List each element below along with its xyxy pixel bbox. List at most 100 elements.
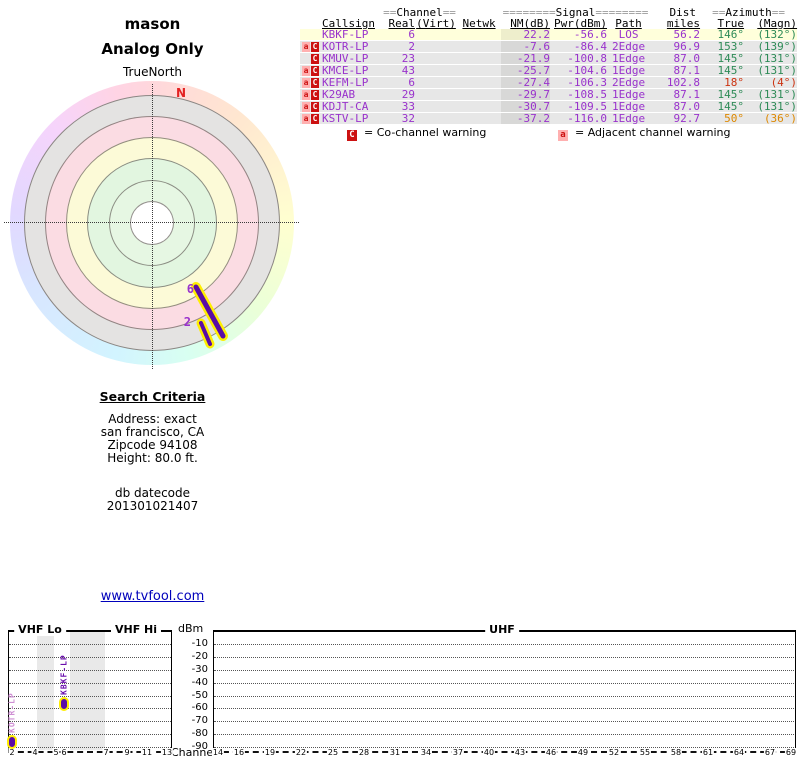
- gridline-uhf--60: [214, 708, 794, 710]
- table-row-kotr-lp: a C KOTR-LP 2 -7.6 -86.4 2Edge 96.9 153° (139°): [300, 40, 798, 53]
- channel-tick-14: 14: [211, 748, 225, 757]
- gridline-uhf--10: [214, 644, 794, 645]
- channel-tick-49: 49: [576, 748, 590, 757]
- table-row-kmce-lp: a C KMCE-LP 43 -25.7 -104.6 1Edge 87.1 145° (131°…: [300, 64, 798, 77]
- criteria-address: Address: exact: [108, 412, 197, 426]
- radar-crosshair-horizontal: [4, 222, 299, 223]
- cell-path: 1Edge: [607, 64, 651, 77]
- channel-tick-9: 9: [123, 748, 131, 757]
- col-magn: (Magn): [757, 17, 798, 30]
- cell-callsign: K29AB: [322, 88, 382, 101]
- adjacent-channel-badge-icon: a: [302, 113, 310, 124]
- cell-nm-db: -30.7: [501, 100, 551, 113]
- cell-dist-miles: 56.2: [673, 28, 701, 41]
- cell-callsign: KOTR-LP: [322, 40, 382, 53]
- signal-bar-label-kbkf-lp: KBKF-LP: [59, 654, 69, 695]
- y-tick-label: -10: [191, 638, 208, 649]
- channel-tick-34: 34: [419, 748, 433, 757]
- channel-tick-5: 5: [52, 748, 60, 757]
- criteria-height: Height: 80.0 ft.: [107, 451, 198, 465]
- gridline-vhf--40: [9, 682, 171, 684]
- table-column-header-row: Callsign Real (Virt) Netwk NM(dB) Pwr(dB…: [300, 18, 797, 29]
- channel-tick-19: 19: [263, 748, 277, 757]
- gridline-vhf--80: [9, 734, 171, 736]
- gridline-uhf--90: [214, 747, 794, 748]
- col-miles: miles: [666, 17, 701, 30]
- gridline-uhf--20: [214, 656, 794, 658]
- cell-dist-miles: 87.0: [650, 100, 701, 113]
- cell-virt-channel: [415, 52, 458, 65]
- channel-tick-46: 46: [544, 748, 558, 757]
- col-virt: (Virt): [416, 17, 456, 30]
- col-pwr: Pwr(dBm): [554, 17, 608, 30]
- vhf-axis-line: [8, 751, 172, 753]
- col-nm: NM(dB): [510, 17, 551, 30]
- cell-dist-miles: 87.1: [650, 88, 701, 101]
- col-callsign: Callsign: [322, 17, 375, 30]
- uhf-label: UHF: [485, 623, 519, 636]
- cell-pwr-dbm: -100.8: [550, 52, 608, 65]
- criteria-zipcode: Zipcode 94108: [107, 438, 198, 452]
- cell-path: LOS: [618, 28, 639, 41]
- channel-tick-61: 61: [701, 748, 715, 757]
- channel-tick-6: 6: [60, 748, 68, 757]
- cell-virt-channel: [415, 112, 458, 124]
- cell-pwr-dbm: -104.6: [550, 64, 608, 77]
- adjacent-channel-badge-icon: a: [558, 130, 568, 141]
- gridline-uhf--40: [214, 682, 794, 684]
- cell-azimuth-magn: (131°): [744, 64, 798, 77]
- cell-callsign: KBKF-LP: [322, 28, 369, 41]
- co-channel-badge-icon: C: [311, 89, 319, 100]
- channel-tick-11: 11: [140, 748, 154, 757]
- search-criteria: Search Criteria Address: exact san franc…: [0, 390, 305, 513]
- x-axis-label: Channel: [171, 746, 217, 759]
- table-row-kefm-lp: a C KEFM-LP 6 -27.4 -106.3 2Edge 102.8 18° (4°): [300, 76, 798, 89]
- gridline-vhf--10: [9, 644, 171, 645]
- y-tick-label: -60: [191, 702, 208, 714]
- group-header-signal: ========Signal========: [502, 6, 649, 19]
- channel-tick-64: 64: [732, 748, 746, 757]
- cell-nm-db: 22.2: [501, 29, 551, 41]
- gridline-vhf--50: [9, 695, 171, 697]
- cell-nm-db: -25.7: [501, 64, 551, 77]
- co-channel-badge-icon: C: [311, 77, 319, 88]
- col-true: True: [717, 17, 745, 30]
- y-tick-label: -50: [191, 689, 208, 701]
- cell-azimuth-magn: (131°): [744, 88, 798, 101]
- cell-virt-channel: [415, 64, 458, 77]
- cell-azimuth-magn: (4°): [744, 76, 798, 89]
- cell-nm-db: -21.9: [501, 52, 551, 65]
- cell-path: 1Edge: [607, 52, 651, 65]
- gridline-vhf--60: [9, 708, 171, 710]
- vhf-panel: [8, 630, 172, 752]
- uhf-axis-line: [213, 751, 796, 753]
- legend-adjacent-channel-text: = Adjacent channel warning: [575, 126, 731, 139]
- cell-dist-miles: 96.9: [650, 40, 701, 53]
- table-row-kbkf-lp: KBKF-LP 6 22.2 -56.6 LOS 56.2 146° (132°): [300, 28, 798, 41]
- cell-dist-miles: 102.8: [650, 76, 701, 89]
- cell-nm-db: -27.4: [501, 76, 551, 89]
- cell-real-channel: 6: [408, 28, 415, 41]
- channel-tick-25: 25: [326, 748, 340, 757]
- cell-callsign: KDJT-CA: [322, 100, 382, 113]
- channel-tick-55: 55: [638, 748, 652, 757]
- cell-real-channel: 23: [382, 52, 415, 65]
- cell-azimuth-magn: (131°): [744, 52, 798, 65]
- search-criteria-heading: Search Criteria: [99, 389, 206, 404]
- cell-pwr-dbm: -86.4: [550, 40, 608, 53]
- db-datecode-label: db datecode: [114, 486, 191, 500]
- adjacent-channel-badge-icon: a: [302, 101, 310, 112]
- cell-real-channel: 32: [382, 112, 415, 124]
- cell-pwr-dbm: -56.6: [573, 28, 608, 41]
- tvfool-link[interactable]: www.tvfool.com: [100, 589, 205, 604]
- y-axis-label: dBm: [178, 622, 204, 635]
- channel-tick-2: 2: [8, 748, 16, 757]
- table-row-kmuv-lp: C KMUV-LP 23 -21.9 -100.8 1Edge 87.0 145° (131°): [300, 52, 798, 65]
- channel-tick-4: 4: [31, 748, 39, 757]
- col-path: Path: [615, 17, 642, 30]
- table-row-k29ab: a C K29AB 29 -29.7 -108.5 1Edge 87.1 145° (131°): [300, 88, 798, 101]
- cell-azimuth-true: 145°: [700, 100, 745, 113]
- warning-badges: C: [300, 52, 322, 65]
